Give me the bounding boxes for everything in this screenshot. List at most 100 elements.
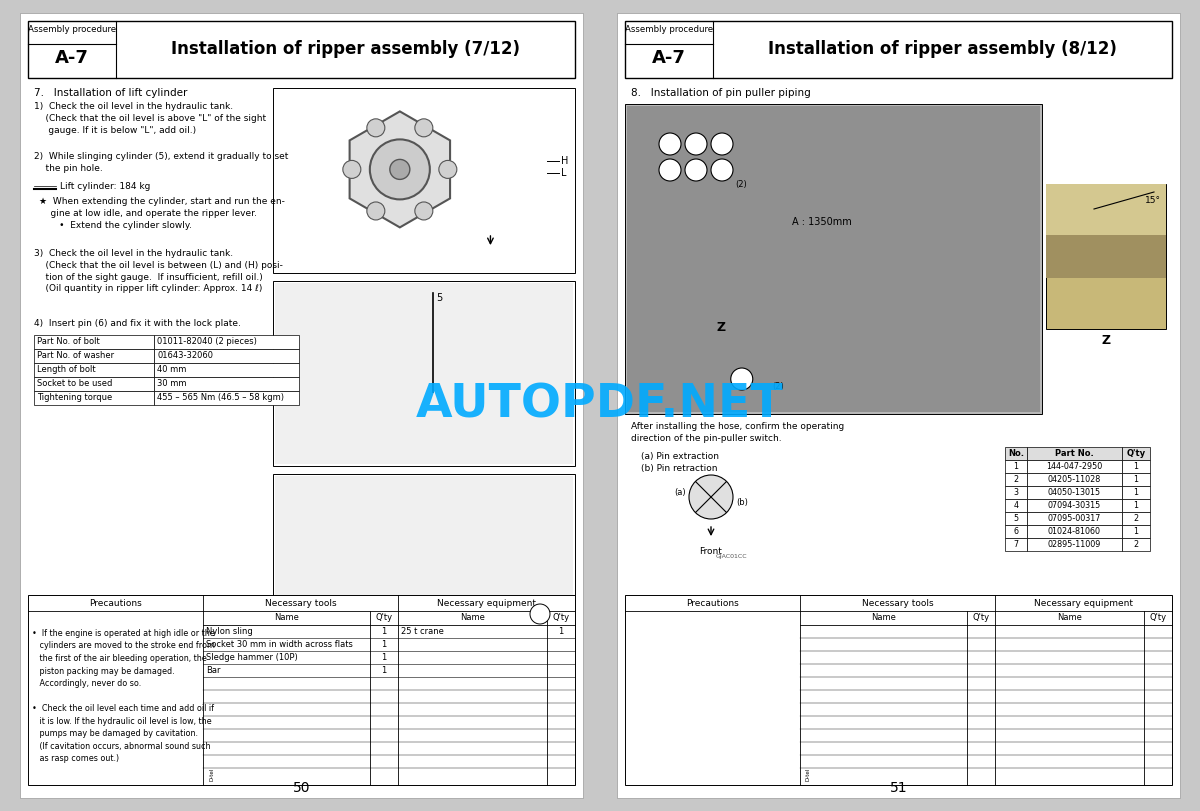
Text: 07095-00317: 07095-00317 <box>1048 514 1102 523</box>
Bar <box>1027 538 1122 551</box>
Circle shape <box>415 119 433 137</box>
Text: After installing the hose, confirm the operating
direction of the pin-puller swi: After installing the hose, confirm the o… <box>631 422 845 443</box>
Text: (b): (b) <box>736 497 748 507</box>
Bar <box>1122 538 1150 551</box>
Circle shape <box>710 159 733 181</box>
Circle shape <box>367 202 385 220</box>
Text: D-tel: D-tel <box>806 768 811 781</box>
Bar <box>625 595 1172 785</box>
Text: No.: No. <box>1008 449 1024 458</box>
Bar <box>34 391 154 405</box>
Text: •  If the engine is operated at high idle or the
   cylinders are moved to the s: • If the engine is operated at high idle… <box>32 629 215 763</box>
Text: 1: 1 <box>1134 462 1139 471</box>
Text: Bar: Bar <box>206 666 221 675</box>
Text: 6: 6 <box>1014 527 1019 536</box>
Text: Precautions: Precautions <box>686 599 739 607</box>
Text: 40 mm: 40 mm <box>157 366 186 375</box>
Text: 1: 1 <box>382 666 386 675</box>
Text: 1: 1 <box>382 653 386 662</box>
Text: Precautions: Precautions <box>89 599 142 607</box>
Text: 5: 5 <box>1014 514 1019 523</box>
Text: 1: 1 <box>1134 501 1139 510</box>
Text: 3: 3 <box>1014 488 1019 497</box>
Circle shape <box>659 159 682 181</box>
Text: 51: 51 <box>889 781 907 795</box>
Text: Nylon sling: Nylon sling <box>206 627 253 636</box>
Text: Necessary equipment: Necessary equipment <box>437 599 536 607</box>
Text: Assembly procedure: Assembly procedure <box>28 25 116 34</box>
Bar <box>1122 499 1150 512</box>
Bar <box>1027 447 1122 460</box>
Bar <box>1027 486 1122 499</box>
Circle shape <box>370 139 430 200</box>
Bar <box>275 476 574 647</box>
Bar <box>274 474 575 649</box>
Text: 2: 2 <box>1134 514 1139 523</box>
Text: 1: 1 <box>1134 488 1139 497</box>
Text: 01643-32060: 01643-32060 <box>157 351 214 361</box>
Bar <box>1046 184 1166 234</box>
Text: 1: 1 <box>382 640 386 649</box>
Text: Necessary equipment: Necessary equipment <box>1034 599 1133 607</box>
Text: ★  When extending the cylinder, start and run the en-
    gine at low idle, and : ★ When extending the cylinder, start and… <box>38 197 284 230</box>
Bar <box>1122 486 1150 499</box>
Circle shape <box>439 161 457 178</box>
Circle shape <box>343 161 361 178</box>
Text: Socket to be used: Socket to be used <box>37 380 113 388</box>
Polygon shape <box>349 111 450 227</box>
Bar <box>154 377 299 391</box>
Text: Necessary tools: Necessary tools <box>862 599 934 607</box>
Text: 4: 4 <box>719 165 725 175</box>
Text: Name: Name <box>274 613 299 623</box>
Text: Assembly procedure: Assembly procedure <box>625 25 713 34</box>
Bar <box>1006 499 1027 512</box>
Text: 1: 1 <box>1134 527 1139 536</box>
Bar <box>1122 512 1150 525</box>
Text: Q'ty: Q'ty <box>552 613 570 623</box>
Bar <box>1006 512 1027 525</box>
Text: 144-047-2950: 144-047-2950 <box>1046 462 1103 471</box>
Circle shape <box>367 119 385 137</box>
Text: 455 – 565 Nm (46.5 – 58 kgm): 455 – 565 Nm (46.5 – 58 kgm) <box>157 393 284 402</box>
Bar <box>34 349 154 363</box>
Text: A-7: A-7 <box>652 49 686 67</box>
Bar <box>34 363 154 377</box>
Text: 7.   Installation of lift cylinder: 7. Installation of lift cylinder <box>34 88 187 98</box>
Text: 15°: 15° <box>1145 196 1162 205</box>
Text: 1: 1 <box>1014 462 1019 471</box>
Bar <box>274 281 575 466</box>
Text: 1)  Check the oil level in the hydraulic tank.
    (Check that the oil level is : 1) Check the oil level in the hydraulic … <box>34 102 266 135</box>
Text: 02895-11009: 02895-11009 <box>1048 540 1102 549</box>
Text: 6: 6 <box>667 165 673 175</box>
Text: 2: 2 <box>1134 540 1139 549</box>
Text: A : 1350mm: A : 1350mm <box>792 217 852 227</box>
Bar <box>1122 473 1150 486</box>
Text: Sledge hammer (10P): Sledge hammer (10P) <box>206 653 298 662</box>
Bar <box>154 363 299 377</box>
Text: Q'ty: Q'ty <box>1150 613 1166 623</box>
Text: 04205-11028: 04205-11028 <box>1048 475 1102 484</box>
Circle shape <box>530 604 550 624</box>
Bar <box>275 283 574 464</box>
Text: 3)  Check the oil level in the hydraulic tank.
    (Check that the oil level is : 3) Check the oil level in the hydraulic … <box>34 249 283 294</box>
Text: Part No. of washer: Part No. of washer <box>37 351 114 361</box>
Text: 1: 1 <box>382 627 386 636</box>
Text: 01024-81060: 01024-81060 <box>1048 527 1102 536</box>
Text: 5: 5 <box>692 165 700 175</box>
Text: (2): (2) <box>772 383 784 392</box>
Circle shape <box>390 160 410 179</box>
Bar <box>1006 447 1027 460</box>
Circle shape <box>415 202 433 220</box>
Circle shape <box>659 133 682 155</box>
Text: Name: Name <box>1057 613 1082 623</box>
Bar <box>154 349 299 363</box>
Circle shape <box>731 368 752 390</box>
Text: 1: 1 <box>719 139 725 149</box>
Circle shape <box>710 133 733 155</box>
Text: Name: Name <box>871 613 896 623</box>
Circle shape <box>689 475 733 519</box>
Text: 50: 50 <box>293 781 311 795</box>
Bar <box>1027 525 1122 538</box>
Bar <box>1027 512 1122 525</box>
Text: 1: 1 <box>558 627 564 636</box>
